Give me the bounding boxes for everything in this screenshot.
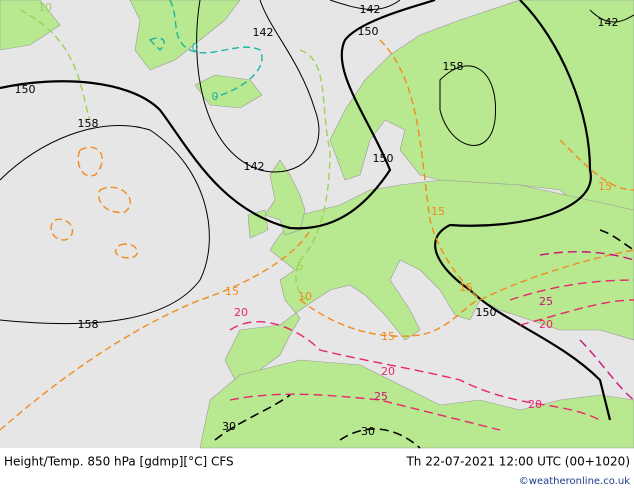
contour-label: 15 [225,285,239,298]
contour-label: 20 [381,365,395,378]
contour-label: 0 [212,90,219,103]
contour-label: 15 [381,330,395,343]
contour-label: 15 [459,281,473,294]
contour-label: 142 [360,3,381,16]
contour-label: 150 [476,306,497,319]
contour-label: 20 [539,318,553,331]
contour-label: 10 [38,1,52,14]
contour-label: 25 [539,295,553,308]
contour-label: 30 [222,420,236,433]
contour-label: 15 [431,205,445,218]
footer-title: Height/Temp. 850 hPa [gdmp][°C] CFS [4,455,234,469]
contour-label: 150 [358,25,379,38]
contour-label: 158 [78,318,99,331]
footer-date: Th 22-07-2021 12:00 UTC (00+1020) [405,455,630,469]
contour-label: 142 [244,160,265,173]
contour-label: 30 [361,425,375,438]
contour-label: 142 [598,16,619,29]
contour-label: 15 [598,180,612,193]
contour-label: 150 [373,152,394,165]
contour-label: 25 [374,390,388,403]
contour-label: 158 [443,60,464,73]
contour-label: 0 [192,41,199,54]
contour-label: 150 [15,83,36,96]
contour-label: 158 [78,117,99,130]
contour-label: 20 [234,306,248,319]
contour-label: 20 [528,398,542,411]
contour-label: 142 [253,26,274,39]
footer-credit: ©weatheronline.co.uk [519,476,630,487]
contour-label: 10 [298,290,312,303]
contours [0,0,634,449]
contour-label: 5 [297,260,304,273]
contour-labels: 142 142 142 150 150 158 158 142 150 158 … [15,1,619,438]
